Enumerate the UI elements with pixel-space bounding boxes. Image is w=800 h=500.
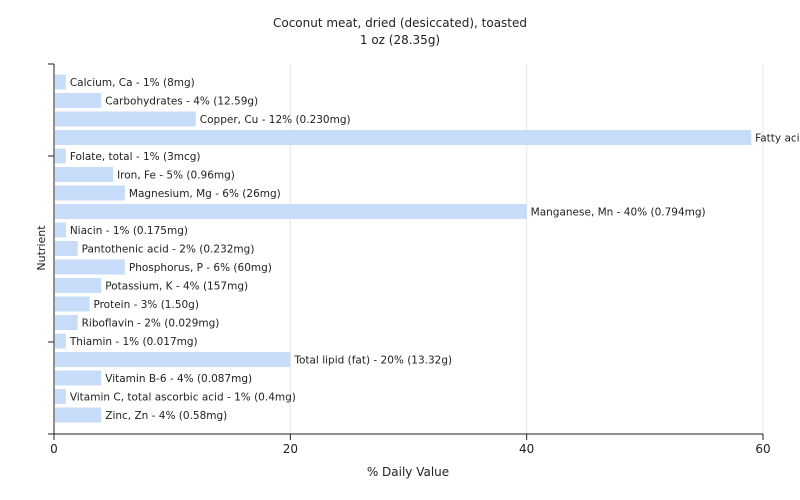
x-tick-label: 60 <box>755 442 770 456</box>
chart-subtitle: 1 oz (28.35g) <box>359 33 441 47</box>
axes: 0 20 40 60 <box>48 63 771 456</box>
chart-title: Coconut meat, dried (desiccated), toaste… <box>272 16 528 30</box>
bar <box>55 352 291 367</box>
bars: Calcium, Ca - 1% (8mg) Carbohydrates - 4%… <box>55 74 800 423</box>
bar-label: Manganese, Mn - 40% (0.794mg) <box>531 207 706 219</box>
bar <box>55 333 66 349</box>
bar <box>55 130 752 145</box>
bar <box>55 148 66 164</box>
bar <box>55 407 102 423</box>
bar <box>55 370 102 386</box>
x-axis-label: % Daily Value <box>367 465 449 479</box>
bar-label: Riboflavin - 2% (0.029mg) <box>82 318 220 330</box>
bar-label: Total lipid (fat) - 20% (13.32g) <box>293 355 452 367</box>
bar-label: Iron, Fe - 5% (0.96mg) <box>117 170 235 182</box>
x-tick-label: 0 <box>50 442 58 456</box>
bar <box>55 222 66 238</box>
bar <box>55 296 90 312</box>
bar <box>55 204 527 219</box>
bar <box>55 74 66 90</box>
bar-label: Pantothenic acid - 2% (0.232mg) <box>82 244 255 256</box>
y-axis-label: Nutrient <box>35 225 48 271</box>
bar-label: Calcium, Ca - 1% (8mg) <box>70 77 195 89</box>
bar-label: Copper, Cu - 12% (0.230mg) <box>200 114 351 126</box>
bar-label: Thiamin - 1% (0.017mg) <box>69 336 198 348</box>
bar <box>55 111 196 127</box>
bar-label: Vitamin B-6 - 4% (0.087mg) <box>105 373 252 385</box>
bar <box>55 185 125 201</box>
bar <box>55 167 114 182</box>
x-tick-label: 40 <box>519 442 534 456</box>
bar-label: Folate, total - 1% (3mcg) <box>70 151 201 163</box>
bar-label: Fatty acids, total saturated - 59% (11.8… <box>755 133 800 145</box>
bar <box>55 315 78 330</box>
bar-label: Niacin - 1% (0.175mg) <box>70 225 188 237</box>
bar-label: Phosphorus, P - 6% (60mg) <box>129 262 272 274</box>
bar <box>55 93 102 108</box>
grid-lines <box>289 64 764 434</box>
bar-label: Potassium, K - 4% (157mg) <box>105 281 248 293</box>
x-tick-label: 20 <box>283 442 298 456</box>
bar <box>55 278 102 293</box>
bar <box>55 389 66 404</box>
bar-label: Magnesium, Mg - 6% (26mg) <box>129 188 281 200</box>
bar <box>55 241 78 256</box>
bar-label: Carbohydrates - 4% (12.59g) <box>105 96 258 108</box>
bar-label: Protein - 3% (1.50g) <box>93 299 199 311</box>
bar-label: Zinc, Zn - 4% (0.58mg) <box>105 410 227 422</box>
bar <box>55 259 125 275</box>
bar-label: Vitamin C, total ascorbic acid - 1% (0.4… <box>70 392 296 404</box>
